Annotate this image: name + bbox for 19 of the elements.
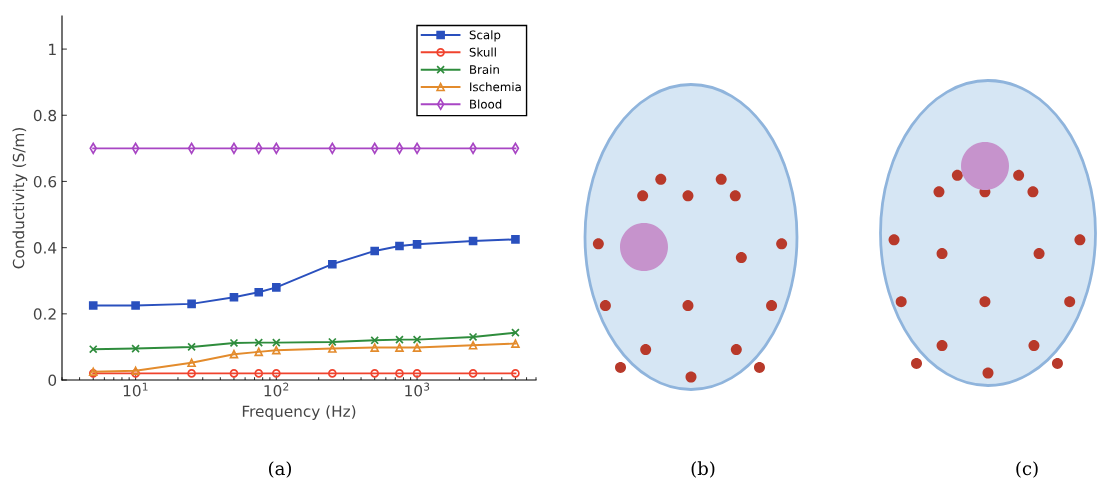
text: (b) <box>691 461 715 478</box>
text: (c) <box>1016 461 1038 478</box>
y-tick-label: 1 <box>49 43 56 55</box>
legend-label: Ischemia <box>470 82 521 92</box>
legend-label: Skull <box>469 47 496 57</box>
y-tick-label: 0.8 <box>33 109 57 122</box>
x-tick-label: 10$^{1}$ <box>123 382 148 397</box>
x-axis-title: Frequency (Hz) <box>242 405 356 420</box>
x-tick-label: 10$^{2}$ <box>264 382 289 397</box>
y-tick-label: 0.2 <box>33 308 56 320</box>
legend-label: Scalp <box>469 30 501 42</box>
y-tick-label: 0.4 <box>33 242 57 254</box>
text: (a) <box>269 461 291 478</box>
legend-label: Brain <box>470 64 499 74</box>
legend-label: Blood <box>470 99 502 109</box>
x-tick-label: 10$^{3}$ <box>405 382 430 397</box>
y-tick-label: 0.6 <box>33 175 57 188</box>
y-tick-label: 0 <box>48 374 57 387</box>
y-axis-title: Conductivity (S/m) <box>12 128 28 269</box>
